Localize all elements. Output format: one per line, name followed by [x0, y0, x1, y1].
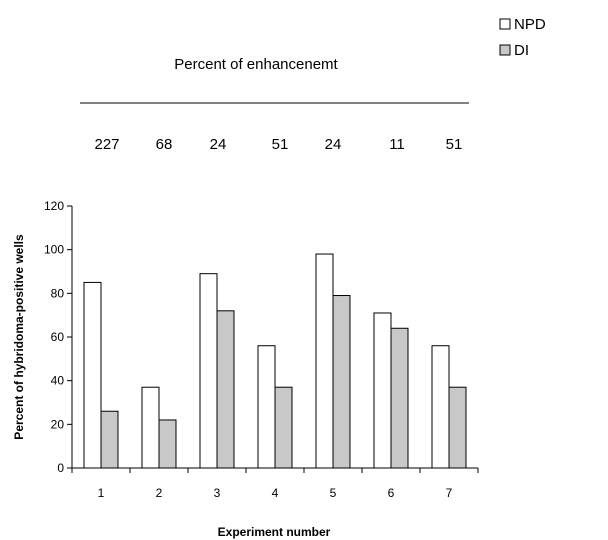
enhancement-value: 24: [325, 136, 342, 153]
enhancement-value: 227: [94, 136, 119, 153]
enhancement-value: 51: [446, 136, 463, 153]
y-tick-label: 20: [51, 417, 65, 431]
y-tick-label: 80: [51, 286, 65, 300]
bar-di-4: [274, 386, 293, 469]
bar-di-7: [448, 386, 467, 469]
legend-label-di: DI: [514, 42, 529, 59]
legend-label-npd: NPD: [514, 16, 546, 33]
bar-di-3: [216, 310, 235, 469]
legend-swatch-npd: [499, 18, 511, 30]
enhancement-value: 51: [272, 136, 289, 153]
y-axis-label: Percent of hybridoma-positive wells: [12, 234, 26, 440]
y-tick-label: 120: [44, 199, 64, 213]
bar-npd-1: [83, 281, 102, 469]
enhancement-value: 24: [210, 136, 227, 153]
bars: [83, 253, 467, 469]
x-axis-label: Experiment number: [218, 525, 331, 539]
legend-swatch-di: [499, 44, 511, 56]
bar-di-6: [390, 327, 409, 469]
x-tick-label: 7: [446, 486, 453, 500]
y-tick-label: 100: [44, 243, 64, 257]
bar-di-5: [332, 295, 351, 469]
x-tick-label: 6: [388, 486, 395, 500]
bar-npd-4: [257, 345, 276, 469]
enhancement-values: 227 68 24 51 24 11 51: [94, 136, 462, 153]
x-tick-label: 1: [98, 486, 105, 500]
y-tick-label: 40: [51, 374, 65, 388]
enhancement-value: 68: [156, 136, 173, 153]
x-tick-label: 5: [330, 486, 337, 500]
bar-npd-3: [199, 273, 218, 469]
legend: NPD DI: [499, 16, 546, 59]
bar-di-1: [100, 410, 119, 469]
y-tick-label: 0: [57, 461, 64, 475]
y-axis-ticks: 0 20 40 60 80 100 120: [44, 199, 72, 475]
bar-npd-2: [141, 386, 160, 469]
enhancement-title: Percent of enhancenemt: [174, 56, 338, 73]
bar-npd-6: [373, 312, 392, 469]
x-tick-label: 4: [272, 486, 279, 500]
enhancement-value: 11: [389, 136, 405, 153]
x-tick-label: 3: [214, 486, 221, 500]
x-tick-label: 2: [156, 486, 163, 500]
bar-di-2: [158, 419, 177, 469]
x-axis-ticks: 1 2 3 4 5 6 7: [71, 468, 479, 500]
bar-npd-7: [431, 345, 450, 469]
bar-npd-5: [315, 253, 334, 469]
y-tick-label: 60: [51, 330, 65, 344]
